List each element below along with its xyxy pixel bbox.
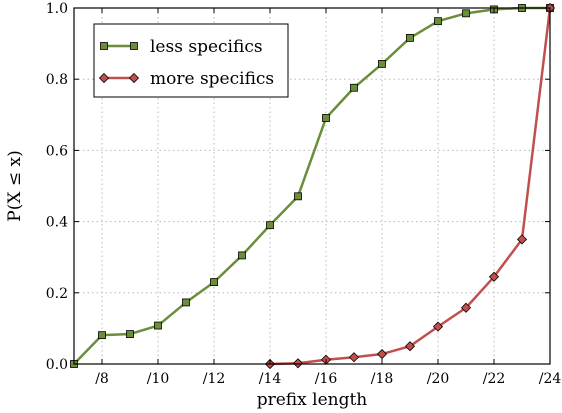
series-more-specifics [264, 2, 556, 370]
data-point-less-specifics [434, 17, 442, 26]
data-point-less-specifics [210, 278, 218, 287]
legend-label-more-specifics: more specifics [150, 69, 274, 89]
ticks: /8/10/12/14/16/18/20/22/24 0.0 0.2 0.4 0.6 0.… [46, 1, 562, 387]
data-point-less-specifics [462, 9, 470, 18]
legend: less specifics more specifics [93, 23, 289, 98]
y-tick-label: 0.6 [46, 143, 68, 159]
x-tick-label: /8 [95, 371, 109, 387]
y-tick-label: 0.8 [46, 72, 68, 88]
x-axis-title: prefix length [257, 390, 368, 410]
legend-marker-more-specifics [98, 72, 110, 84]
x-tick-label: /18 [371, 371, 394, 387]
data-point-less-specifics [238, 251, 246, 260]
data-point-less-specifics [350, 83, 358, 92]
series-less-specifics [70, 4, 554, 368]
data-point-less-specifics [154, 321, 162, 330]
x-tick-label: /20 [427, 371, 450, 387]
x-tick-label: /14 [259, 371, 282, 387]
data-point-more-specifics [432, 321, 444, 332]
series-line-more-specifics [269, 7, 552, 366]
data-point-less-specifics [406, 34, 414, 42]
data-point-more-specifics [348, 352, 360, 363]
y-axis-title: P(X ≤ x) [5, 150, 25, 221]
y-tick-label: 0.0 [46, 357, 68, 373]
y-tick-label: 0.2 [46, 286, 68, 302]
data-point-more-specifics [460, 302, 472, 313]
legend-label-less-specifics: less specifics [150, 37, 263, 57]
legend-box [93, 23, 289, 98]
x-tick-label: /16 [315, 371, 338, 387]
data-point-less-specifics [322, 114, 330, 122]
x-tick-label: /12 [203, 371, 226, 387]
data-point-more-specifics [404, 341, 416, 352]
legend-marker-less-specifics [100, 42, 108, 50]
data-point-less-specifics [182, 298, 190, 307]
data-point-more-specifics [376, 348, 388, 360]
data-point-more-specifics [488, 271, 500, 282]
y-tick-label: 0.4 [46, 215, 68, 231]
data-point-more-specifics [292, 358, 304, 369]
legend-marker-more-specifics [128, 72, 140, 84]
data-point-less-specifics [378, 59, 386, 68]
data-point-less-specifics [126, 330, 134, 338]
data-point-less-specifics [98, 331, 106, 340]
x-tick-label: /22 [483, 371, 506, 387]
data-point-less-specifics [266, 221, 274, 230]
x-tick-label: /24 [539, 371, 562, 387]
data-point-more-specifics [516, 234, 528, 245]
legend-marker-less-specifics [130, 42, 138, 50]
series-layer [70, 2, 556, 370]
series-line-less-specifics [73, 6, 550, 365]
data-point-less-specifics [294, 192, 302, 201]
plot-frame [73, 7, 551, 365]
x-tick-label: /10 [147, 371, 170, 387]
y-tick-label: 1.0 [46, 1, 68, 17]
